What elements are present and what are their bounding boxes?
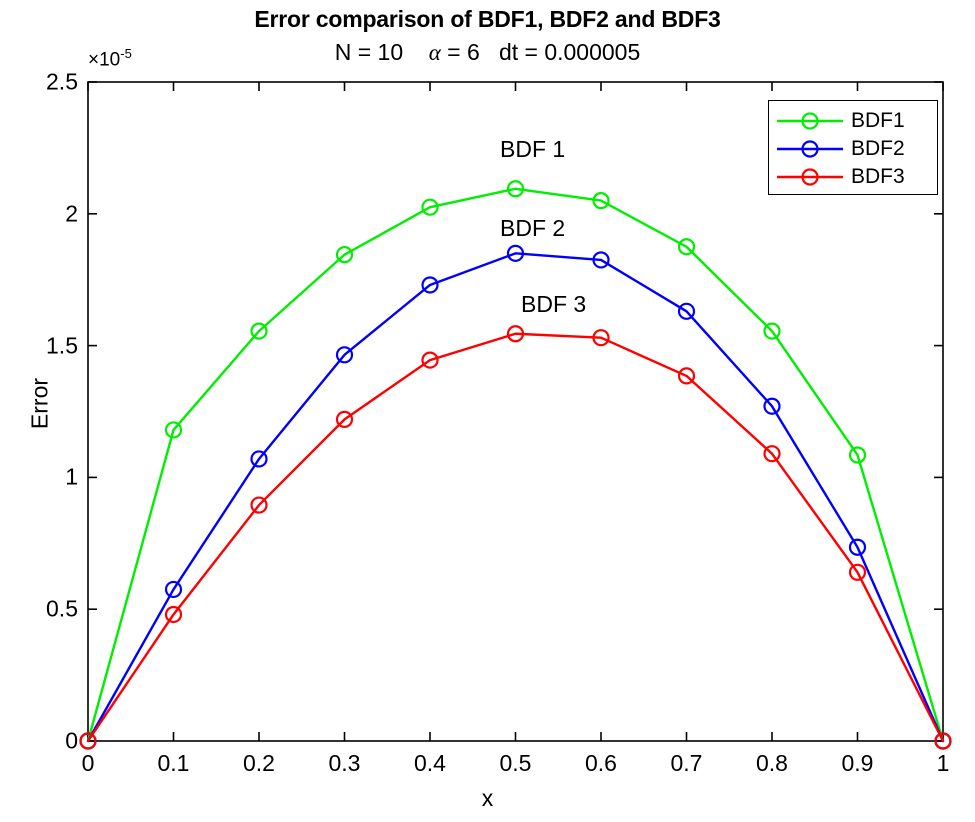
chart-subtitle: N = 10 α = 6 dt = 0.000005 — [0, 39, 975, 66]
series-marker-bdf2-2 — [250, 450, 268, 468]
series-marker-bdf2-4 — [421, 276, 439, 294]
y-axis-exponent-label: ×10-5 — [88, 46, 132, 71]
series-marker-bdf3-3 — [335, 410, 354, 429]
series-marker-bdf1-5 — [506, 180, 525, 198]
y-tick-label-5: 2.5 — [46, 68, 78, 95]
x-tick-label-1: 0.1 — [157, 750, 190, 776]
x-tick-label-10: 1 — [936, 750, 950, 776]
series-marker-bdf3-6 — [592, 329, 610, 347]
y-axis-exponent-power: -5 — [120, 46, 132, 61]
series-line-bdf3 — [86, 332, 945, 743]
x-tick-label-7: 0.7 — [670, 750, 703, 776]
series-marker-bdf1-8 — [763, 322, 781, 340]
series-marker-bdf3-0 — [79, 732, 97, 750]
series-marker-bdf3-1 — [164, 605, 183, 624]
annotation-bdf-1: BDF 1 — [500, 136, 566, 162]
series-marker-bdf1-1 — [164, 421, 183, 439]
series-line-bdf2 — [86, 252, 945, 743]
series-marker-bdf1-2 — [250, 322, 268, 340]
series-marker-bdf3-4 — [421, 351, 439, 369]
x-tick-label-4: 0.4 — [414, 750, 446, 776]
series-line-bdf1 — [86, 187, 945, 743]
y-tick-label-2: 1 — [65, 463, 78, 490]
legend[interactable]: BDF1 BDF2 BDF3 — [768, 100, 938, 195]
annotation-bdf-2: BDF 2 — [500, 215, 566, 241]
series-marker-bdf2-8 — [763, 397, 781, 415]
series-marker-bdf1-3 — [335, 246, 354, 264]
series-marker-bdf3-5 — [506, 325, 525, 343]
legend-swatch-bdf3 — [775, 165, 845, 189]
series-marker-bdf3-7 — [677, 367, 696, 385]
series-marker-bdf1-9 — [848, 446, 867, 464]
series-marker-bdf2-5 — [506, 244, 525, 262]
series-marker-bdf3-9 — [848, 563, 867, 581]
x-tick-label-6: 0.6 — [585, 750, 617, 776]
alpha-symbol: α — [428, 40, 441, 65]
series-marker-bdf2-1 — [164, 580, 183, 599]
y-tick-label-3: 1.5 — [46, 332, 78, 359]
legend-swatch-bdf2 — [775, 137, 845, 161]
series-bdf1 — [79, 180, 952, 750]
annotation-bdf-3: BDF 3 — [521, 291, 587, 317]
series-marker-bdf3-8 — [763, 445, 781, 463]
x-tick-label-3: 0.3 — [328, 750, 361, 776]
series-bdf2 — [79, 244, 952, 750]
y-tick-label-4: 2 — [65, 200, 78, 227]
legend-label-bdf3: BDF3 — [851, 165, 905, 188]
legend-label-bdf1: BDF1 — [851, 109, 905, 132]
series-marker-bdf3-2 — [250, 496, 268, 514]
series-marker-bdf2-6 — [592, 251, 610, 269]
x-tick-label-5: 0.5 — [499, 750, 532, 776]
legend-item-bdf2[interactable]: BDF2 — [769, 135, 939, 163]
legend-label-bdf2: BDF2 — [851, 137, 905, 160]
series-marker-bdf1-7 — [677, 238, 696, 256]
y-axis-exponent-base: ×10 — [88, 49, 121, 71]
subtitle-prefix: N = 10 — [334, 39, 429, 65]
x-tick-label-9: 0.9 — [841, 750, 874, 776]
series-marker-bdf2-3 — [335, 346, 354, 364]
x-axis-label: x — [481, 785, 494, 811]
chart-title: Error comparison of BDF1, BDF2 and BDF3 — [254, 6, 721, 32]
series-marker-bdf1-6 — [592, 192, 610, 210]
x-tick-label-0: 0 — [81, 750, 95, 776]
legend-item-bdf1[interactable]: BDF1 — [769, 107, 939, 135]
series-marker-bdf1-4 — [421, 198, 439, 216]
x-tick-label-2: 0.2 — [243, 750, 275, 776]
series-bdf3 — [79, 325, 952, 750]
y-tick-label-0: 0 — [65, 727, 78, 754]
subtitle-suffix: = 6 dt = 0.000005 — [440, 39, 641, 65]
legend-swatch-bdf1 — [775, 109, 845, 133]
series-marker-bdf2-7 — [677, 302, 696, 320]
y-tick-label-1: 0.5 — [46, 595, 78, 622]
x-tick-label-8: 0.8 — [756, 750, 788, 776]
series-marker-bdf2-9 — [848, 538, 867, 556]
series-marker-bdf3-10 — [934, 732, 952, 750]
legend-item-bdf3[interactable]: BDF3 — [769, 163, 939, 191]
